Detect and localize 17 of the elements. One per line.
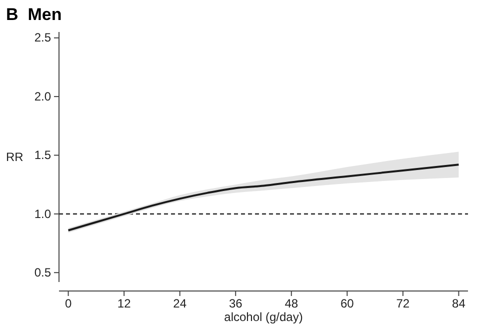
x-tick-label: 84 bbox=[452, 296, 466, 311]
x-tick-label: 0 bbox=[64, 296, 72, 311]
x-tick-label: 48 bbox=[284, 296, 298, 311]
line-series bbox=[67, 164, 460, 232]
y-tick-label: 2.5 bbox=[34, 30, 52, 45]
y-axis-title: RR bbox=[6, 150, 24, 164]
y-tick-label: 1.0 bbox=[34, 206, 52, 221]
y-tick-label: 2.0 bbox=[34, 89, 52, 104]
chart-title: B Men bbox=[6, 5, 62, 24]
x-tick-label: 72 bbox=[396, 296, 410, 311]
x-tick-label: 36 bbox=[228, 296, 243, 311]
x-tick-label: 12 bbox=[117, 296, 132, 311]
y-tick-label: 0.5 bbox=[34, 265, 52, 280]
x-tick-label: 24 bbox=[173, 296, 187, 311]
x-tick-label: 60 bbox=[340, 296, 354, 311]
x-axis-title: alcohol (g/day) bbox=[224, 310, 303, 324]
y-tick-label: 1.5 bbox=[34, 148, 52, 162]
